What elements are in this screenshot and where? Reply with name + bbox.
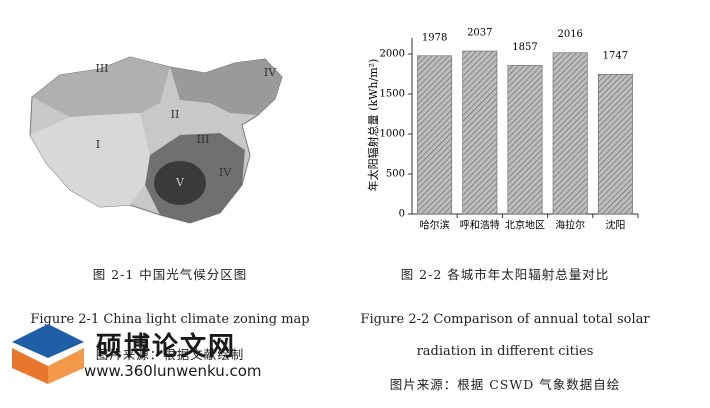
bar xyxy=(417,55,453,215)
x-tick-label: 海拉尔 xyxy=(555,219,585,232)
zone-label: III xyxy=(196,133,209,146)
data-label: 1747 xyxy=(603,51,628,62)
x-tick-label: 呼和浩特 xyxy=(460,220,500,232)
x-tick-label: 哈尔滨 xyxy=(420,219,450,232)
zone xyxy=(170,59,282,115)
watermark-url: www.360lunwenku.com xyxy=(84,362,262,380)
data-label: 2037 xyxy=(467,28,492,39)
zone xyxy=(30,113,150,207)
source: 图片来源：根据 CSWD 气象数据自绘 xyxy=(389,377,621,392)
data-label: 1857 xyxy=(512,42,537,53)
zone xyxy=(154,161,206,205)
y-tick-label: 1000 xyxy=(380,129,405,140)
caption: 图 2-1 中国光气候分区图 xyxy=(92,267,248,282)
data-label: 1978 xyxy=(422,32,447,43)
y-axis-label: 年太阳辐射总量 (kWh/m²) xyxy=(366,59,380,192)
caption: Figure 2-1 China light climate zoning ma… xyxy=(30,312,310,327)
bar-chart: 年太阳辐射总量 (kWh/m²) 0 500 1000 1500 2000 哈尔滨 1978… xyxy=(366,28,639,232)
zone-label: I xyxy=(96,138,100,151)
zone-label: IV xyxy=(264,66,277,79)
caption: radiation in different cities xyxy=(416,344,594,359)
zone xyxy=(32,57,170,117)
zone-label: V xyxy=(175,176,185,189)
logo xyxy=(12,324,84,384)
caption: 图 2-2 各城市年太阳辐射总量对比 xyxy=(400,267,610,282)
bar xyxy=(552,52,588,215)
zone-label: II xyxy=(171,108,180,121)
data-label: 2016 xyxy=(557,29,582,40)
y-tick-label: 0 xyxy=(399,209,405,220)
y-tick-label: 2000 xyxy=(380,49,405,60)
x-tick-label: 北京地区 xyxy=(505,219,545,232)
watermark: 硕博论文网 xyxy=(96,332,237,362)
bar xyxy=(462,50,498,215)
y-tick-label: 1500 xyxy=(380,89,405,100)
y-tick-label: 500 xyxy=(386,169,405,180)
bar xyxy=(507,65,543,215)
zone-label: IV xyxy=(219,166,232,179)
x-tick-label: 沈阳 xyxy=(605,219,625,232)
bar xyxy=(597,73,633,215)
zone-label: III xyxy=(95,62,108,75)
caption: Figure 2-2 Comparison of annual total so… xyxy=(360,312,650,327)
source: 图片来源：根据文献绘制 xyxy=(95,347,245,362)
